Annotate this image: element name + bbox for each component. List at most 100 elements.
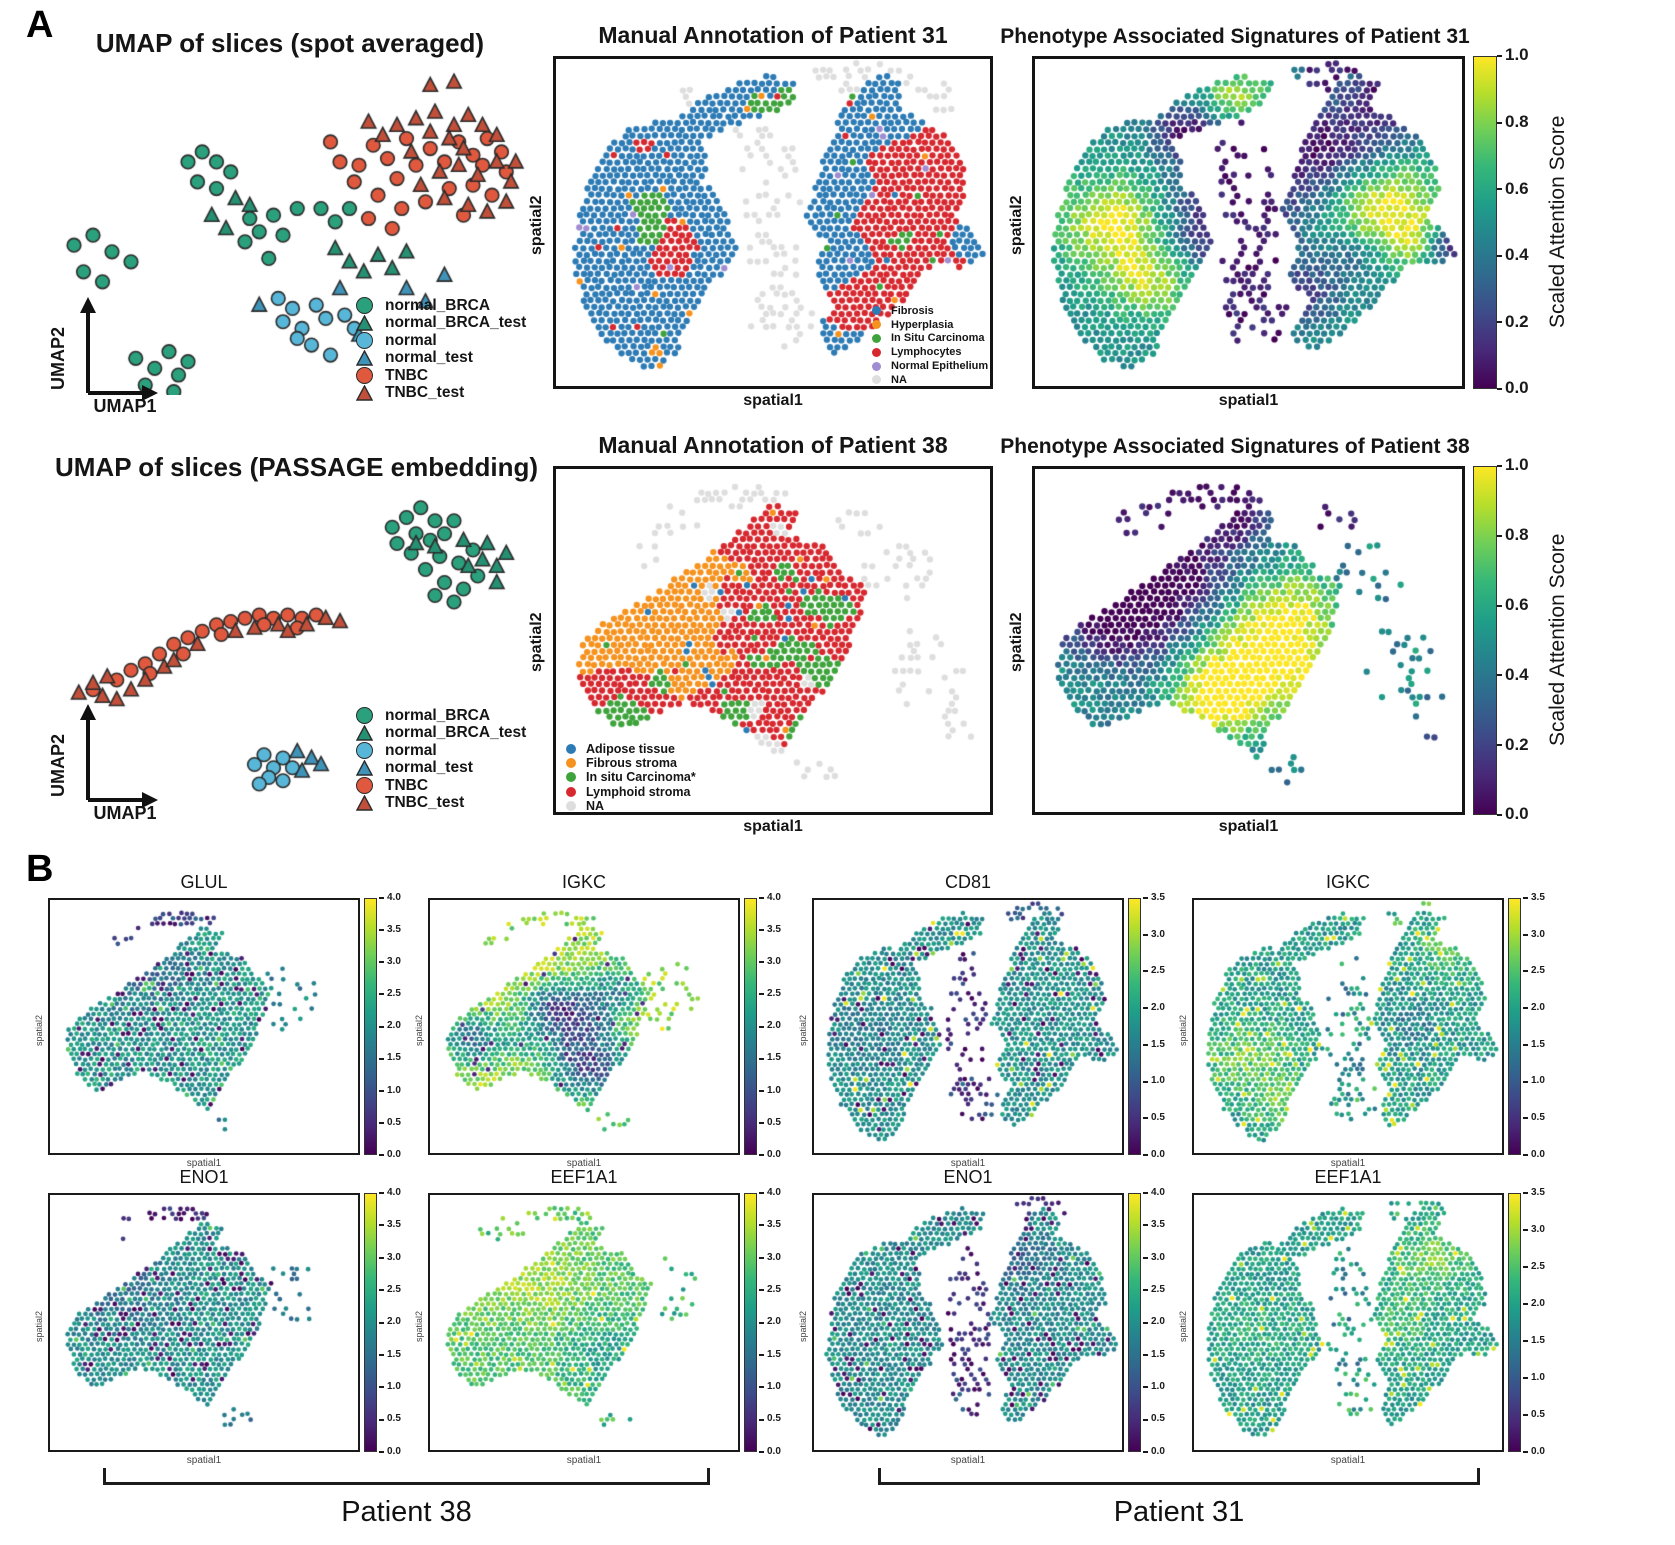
legend-item: Fibrous stroma — [566, 756, 696, 770]
colorbar-tick — [759, 1089, 764, 1092]
colorbar-tick — [1143, 933, 1148, 936]
gene-ylabel: spatial2 — [34, 1310, 44, 1342]
colorbar-tick — [1523, 1154, 1528, 1156]
gene-colorbar — [1508, 1193, 1521, 1452]
sig38-ylabel: spatial2 — [1008, 612, 1025, 672]
colorbar-tick — [379, 993, 384, 996]
gene-xlabel: spatial1 — [1330, 1455, 1366, 1466]
legend-item: normal_BRCA — [356, 297, 526, 315]
circle-marker-icon — [566, 772, 576, 783]
colorbar-tick — [1143, 1418, 1148, 1421]
sig38-colorbar — [1473, 466, 1497, 815]
gene-colorbar — [364, 1193, 377, 1452]
colorbar-tick — [759, 897, 764, 899]
colorbar-tick — [759, 1451, 764, 1453]
colorbar-tick-label: 2.0 — [767, 1316, 781, 1328]
colorbar-tick — [379, 1353, 384, 1356]
umap-spot-xlabel: UMAP1 — [93, 396, 157, 416]
colorbar-tick — [759, 1256, 764, 1259]
colorbar-tick — [1143, 1256, 1148, 1259]
colorbar-tick — [1523, 1414, 1528, 1416]
colorbar-tick-label: 4.0 — [1151, 1186, 1165, 1198]
colorbar-tick-label: 0.0 — [387, 1445, 401, 1457]
legend-label: Fibrous stroma — [586, 756, 677, 771]
colorbar-tick-label: 3.0 — [1151, 1251, 1165, 1263]
colorbar-tick-label: 1.0 — [387, 1381, 401, 1393]
colorbar-tick-label: 1.0 — [767, 1381, 781, 1393]
colorbar-tick-label: 2.5 — [1151, 1283, 1165, 1295]
gene-canvas — [814, 1195, 1122, 1450]
colorbar-tick-label: 2.5 — [387, 988, 401, 1000]
colorbar-tick-label: 2.0 — [767, 1020, 781, 1032]
circle-marker-icon — [872, 347, 881, 357]
ann38-legend: Adipose tissue Fibrous stroma In situ Carc… — [566, 742, 696, 813]
colorbar-tick-label: 2.0 — [1151, 1001, 1165, 1013]
umap-spot-ylabel: UMAP2 — [48, 326, 68, 390]
colorbar-tick-label: 3.5 — [1151, 1219, 1165, 1231]
colorbar-tick — [1143, 1289, 1148, 1292]
legend-item: NA — [566, 799, 696, 813]
colorbar-tick-label: 3.5 — [1531, 1186, 1545, 1198]
gene-colorbar-ticks: 4.0 3.5 3.0 2.5 2.0 1.5 1.0 0.5 0.0 — [379, 1187, 409, 1457]
colorbar-tick-label: 0.0 — [767, 1445, 781, 1457]
gene-xlabel: spatial1 — [566, 1455, 602, 1466]
circle-marker-icon — [566, 758, 576, 769]
colorbar-tick — [1523, 1229, 1528, 1231]
colorbar-tick — [1143, 1353, 1148, 1356]
legend-item: normal_test — [356, 759, 526, 778]
colorbar-tick-label: 3.5 — [387, 1219, 401, 1231]
legend-label: Lymphocytes — [891, 346, 962, 359]
legend-label: Adipose tissue — [586, 742, 675, 757]
gene-canvas — [50, 900, 358, 1153]
triangle-marker-icon — [356, 385, 373, 401]
colorbar-tick-label: 2.0 — [1531, 1297, 1545, 1309]
colorbar-tick-label: 4.0 — [387, 891, 401, 903]
colorbar-tick — [1523, 1007, 1528, 1010]
colorbar-tick-label: 3.0 — [767, 956, 781, 968]
gene-canvas — [50, 1195, 358, 1450]
umap-passage-xlabel: UMAP1 — [93, 803, 157, 823]
circle-marker-icon — [356, 742, 373, 760]
colorbar-tick-label: 1.0 — [1531, 1075, 1545, 1087]
colorbar-tick — [1497, 744, 1502, 747]
colorbar-tick — [379, 1089, 384, 1092]
colorbar-tick — [1497, 674, 1502, 677]
gene-title: IGKC — [1325, 872, 1370, 892]
colorbar-tick-label: 2.5 — [1531, 1260, 1545, 1272]
gene-colorbar-ticks: 4.0 3.5 3.0 2.5 2.0 1.5 1.0 0.5 0.0 — [1143, 1187, 1173, 1457]
colorbar-tick-label: 4.0 — [767, 891, 781, 903]
colorbar-tick-label: 0.0 — [767, 1148, 781, 1160]
legend-label: Fibrosis — [891, 304, 934, 317]
legend-item: normal_BRCA — [356, 707, 526, 725]
gene-xlabel: spatial1 — [950, 1455, 986, 1466]
sig31-xlabel: spatial1 — [1218, 392, 1279, 409]
colorbar-tick-label: 1.5 — [767, 1348, 781, 1360]
colorbar-tick — [1523, 897, 1528, 899]
ann38-ylabel: spatial2 — [528, 612, 545, 672]
legend-label: normal_test — [385, 349, 473, 367]
colorbar-tick-label: 0.5 — [1151, 1413, 1165, 1425]
legend-item: TNBC_test — [356, 384, 526, 403]
legend-label: normal_BRCA — [385, 706, 491, 724]
colorbar-tick — [379, 1025, 384, 1028]
colorbar-tick-label: 1.0 — [767, 1084, 781, 1096]
colorbar-tick-label: 0.5 — [1531, 1112, 1545, 1124]
gene-ylabel: spatial2 — [414, 1014, 424, 1046]
colorbar-tick — [1143, 970, 1148, 973]
colorbar-tick-label: 3.5 — [767, 923, 781, 935]
colorbar-tick — [379, 1451, 384, 1453]
colorbar-tick-label: 1.5 — [1151, 1038, 1165, 1050]
gene-colorbar-ticks: 3.5 3.0 2.5 2.0 1.5 1.0 0.5 0.0 — [1523, 1187, 1553, 1457]
legend-label: normal_test — [385, 759, 473, 777]
umap-passage-title: UMAP of slices (PASSAGE embedding) — [55, 452, 539, 482]
colorbar-tick — [759, 1025, 764, 1028]
gene-ylabel: spatial2 — [1178, 1310, 1188, 1342]
colorbar-tick — [1523, 970, 1528, 973]
legend-item: Adipose tissue — [566, 742, 696, 756]
legend-item: normal — [356, 332, 526, 350]
sig31-title: Phenotype Associated Signatures of Patie… — [1000, 25, 1470, 48]
gene-title: IGKC — [561, 872, 606, 892]
colorbar-tick — [1497, 254, 1502, 257]
colorbar-tick-label: 1.0 — [1531, 1371, 1545, 1383]
circle-marker-icon — [872, 333, 881, 343]
